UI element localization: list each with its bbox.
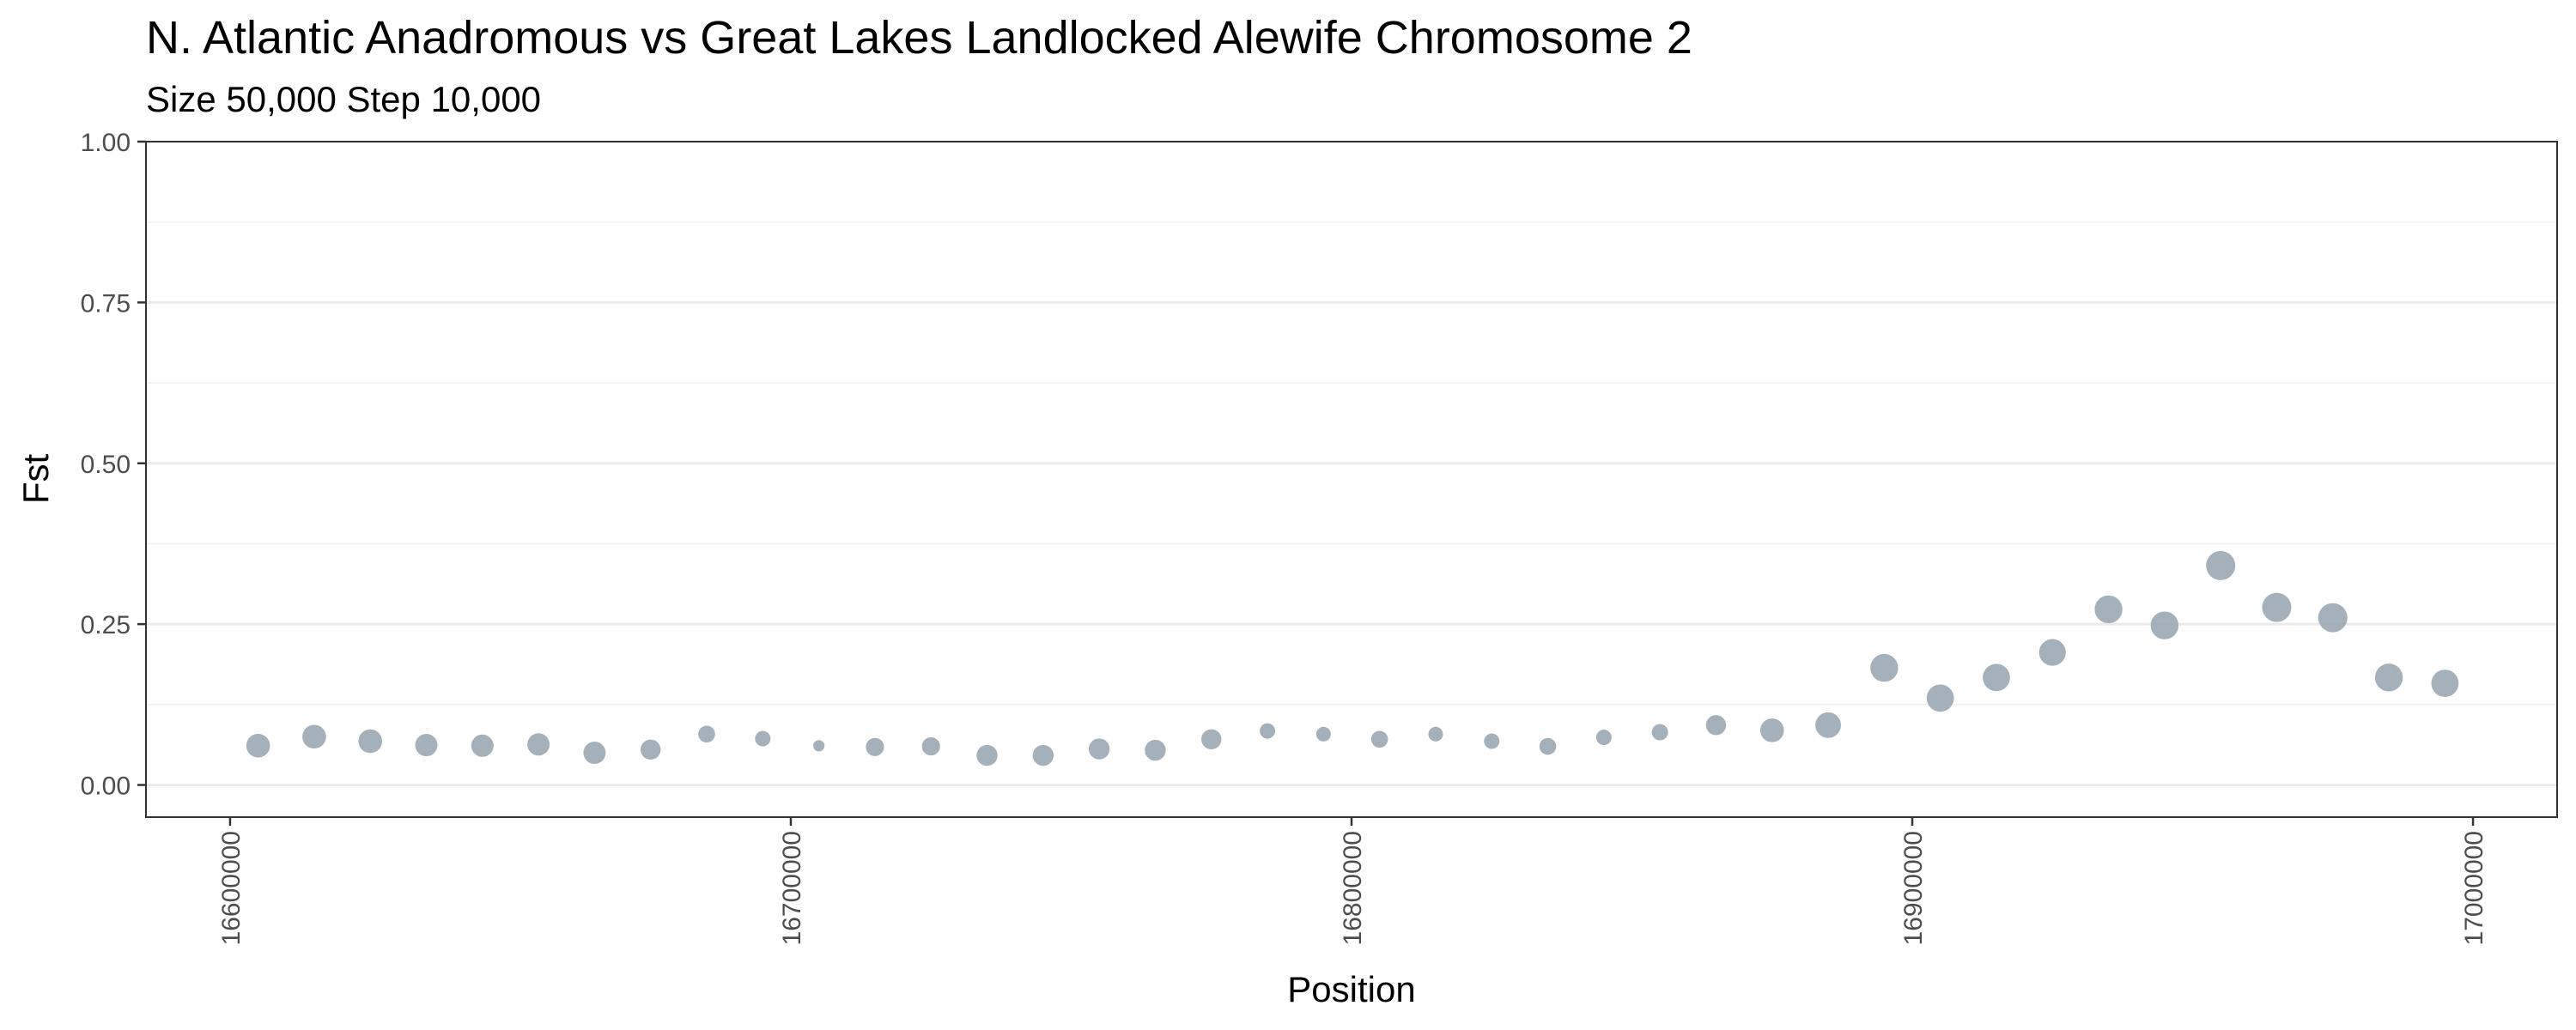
data-point — [641, 739, 661, 760]
data-point — [1145, 739, 1166, 761]
y-tick-label: 0.75 — [81, 289, 131, 318]
data-point — [1926, 684, 1954, 712]
chart-title: N. Atlantic Anadromous vs Great Lakes La… — [146, 12, 1692, 64]
data-point — [2206, 550, 2236, 580]
data-point — [2374, 663, 2403, 692]
data-point — [1870, 653, 1899, 682]
x-tick-label: 16700000 — [778, 831, 806, 945]
data-point — [1260, 723, 1276, 739]
data-point — [813, 740, 825, 752]
data-point — [1651, 724, 1668, 741]
data-point — [2038, 639, 2066, 666]
data-point — [866, 737, 884, 756]
data-point — [2150, 611, 2179, 639]
plot-panel — [145, 140, 2558, 818]
data-point — [246, 734, 270, 758]
x-axis: 16600000 16700000 16800000 16900000 17000000 — [217, 817, 2488, 945]
data-point — [2318, 603, 2348, 633]
data-point — [755, 730, 771, 747]
data-point — [1983, 663, 2010, 692]
data-point — [1705, 715, 1727, 736]
data-point — [2094, 595, 2123, 624]
data-point — [1315, 726, 1331, 742]
y-axis-title: Fst — [15, 454, 56, 505]
y-tick-label: 0.25 — [81, 611, 131, 639]
x-tick-label: 16900000 — [1899, 831, 1928, 945]
data-point — [1370, 730, 1388, 748]
data-point — [921, 736, 940, 756]
chart-subtitle: Size 50,000 Step 10,000 — [146, 79, 541, 119]
panel-background — [146, 142, 2557, 817]
x-axis-title: Position — [1287, 969, 1415, 1009]
data-point — [2431, 670, 2459, 697]
data-point — [1484, 733, 1500, 749]
data-points — [246, 550, 2459, 766]
x-tick-label: 16600000 — [217, 831, 246, 945]
data-point — [1595, 730, 1612, 746]
data-point — [527, 733, 550, 756]
data-point — [1088, 738, 1110, 760]
y-tick-label: 0.00 — [81, 772, 131, 801]
data-point — [698, 725, 715, 743]
data-point — [1815, 712, 1841, 738]
data-point — [2262, 592, 2292, 622]
x-tick-label: 16800000 — [1339, 831, 1367, 945]
x-tick-label: 17000000 — [2460, 831, 2488, 945]
y-axis: 0.00 0.25 0.50 0.75 1.00 — [81, 129, 146, 801]
data-point — [358, 729, 383, 754]
data-point — [1428, 726, 1443, 742]
data-point — [1032, 744, 1054, 766]
y-tick-label: 0.50 — [81, 451, 131, 479]
data-point — [302, 724, 326, 749]
data-point — [471, 734, 494, 757]
data-point — [583, 742, 606, 765]
data-point — [415, 734, 438, 757]
y-tick-label: 1.00 — [81, 129, 131, 157]
minor-gridlines — [146, 221, 2557, 706]
data-point — [976, 744, 998, 766]
data-point — [1201, 729, 1222, 750]
data-point — [1759, 718, 1784, 742]
data-point — [1539, 737, 1557, 755]
